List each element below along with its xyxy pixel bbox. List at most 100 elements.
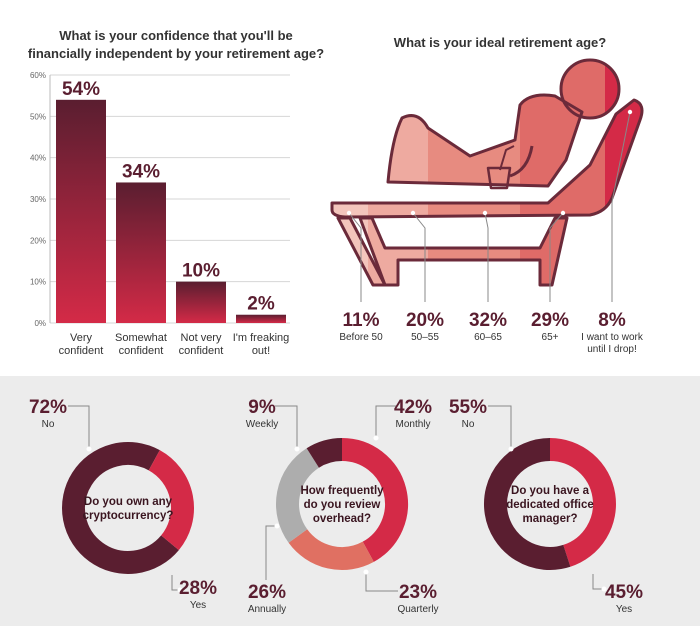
category-label: confident <box>179 345 224 357</box>
donut-chart: 42%Monthly 23%Quarterly 26%Annually 9%Weekl… <box>246 397 439 615</box>
category-label: confident <box>119 345 164 357</box>
age-value-label: 29% <box>531 310 569 331</box>
bar-chart-title: What is your confidence that you'll be <box>59 28 293 43</box>
category-label: out! <box>252 345 270 357</box>
age-value-label: 20% <box>406 310 444 331</box>
age-value-label: 8% <box>598 310 626 331</box>
donut-question: manager? <box>523 513 578 525</box>
y-tick-label: 0% <box>34 319 46 328</box>
category-label: I'm freaking <box>233 332 290 344</box>
slice-name-label: No <box>462 419 475 430</box>
leader-line <box>275 405 298 449</box>
slice-pct-label: 9% <box>248 397 276 418</box>
age-category-label: until I drop! <box>587 344 636 355</box>
category-label: confident <box>59 345 104 357</box>
leader-dot <box>346 210 352 216</box>
bar <box>236 314 286 323</box>
top-charts: What is your confidence that you'll be fi… <box>28 28 644 357</box>
slice-pct-label: 28% <box>179 578 217 599</box>
slice-name-label: Yes <box>616 604 632 615</box>
donut-slice <box>306 438 343 468</box>
donut-slice <box>288 528 374 570</box>
age-category-label: I want to work <box>581 332 644 343</box>
leader-line <box>484 212 489 302</box>
retirement-age-chart: What is your ideal retirement age? 11%Bef… <box>330 35 644 355</box>
leader-dot <box>508 446 514 452</box>
chair-chart-title: What is your ideal retirement age? <box>394 35 606 50</box>
age-band <box>605 60 642 285</box>
age-category-label: 50–55 <box>411 332 439 343</box>
drink-straw <box>499 145 515 171</box>
leader-dot <box>274 523 280 529</box>
bar <box>176 281 226 323</box>
leader-line <box>68 405 90 449</box>
donut-slice <box>62 442 179 574</box>
leader-dot <box>373 435 379 441</box>
slice-pct-label: 55% <box>449 397 487 418</box>
donut-question: How frequently <box>300 485 384 497</box>
leader-line <box>611 111 631 302</box>
donut-slice <box>484 438 571 570</box>
donut-slice <box>276 448 320 543</box>
leader-line <box>488 405 512 449</box>
donut-question: dedicated office <box>506 499 594 511</box>
donut-question: Do you have a <box>511 485 590 497</box>
slice-pct-label: 23% <box>399 582 437 603</box>
donut-question: overhead? <box>313 513 371 525</box>
leader-dot <box>294 446 300 452</box>
y-tick-label: 20% <box>30 236 46 245</box>
y-tick-label: 60% <box>30 71 46 80</box>
donut-slice <box>549 438 616 567</box>
category-label: Not very <box>181 332 222 344</box>
age-category-label: 65+ <box>542 332 559 343</box>
bottom-panel: 72% No 28% Yes Do you own any cryptocurrency?… <box>0 376 700 626</box>
category-label: Very <box>70 332 93 344</box>
donut-question: Do you own any <box>84 496 173 508</box>
leader-dot <box>560 210 566 216</box>
leader-dot <box>482 210 488 216</box>
age-category-label: 60–65 <box>474 332 502 343</box>
leader-line <box>171 575 180 591</box>
person-arm <box>509 145 534 178</box>
age-value-label: 11% <box>343 310 380 331</box>
leader-line <box>365 572 398 592</box>
slice-pct-label: 72% <box>29 397 67 418</box>
chair-seat <box>330 98 644 219</box>
donut-slice <box>148 450 194 551</box>
y-tick-label: 30% <box>30 195 46 204</box>
leader-dot <box>410 210 416 216</box>
slice-pct-label: 26% <box>248 582 286 603</box>
top-panel: What is your confidence that you'll be fi… <box>27 28 644 357</box>
leader-dot <box>627 109 633 115</box>
confidence-bar-chart: What is your confidence that you'll be fi… <box>28 28 324 357</box>
leader-line <box>265 525 277 580</box>
bar-value-label: 34% <box>122 161 160 182</box>
person-body <box>386 93 584 188</box>
bar <box>56 99 106 323</box>
age-band <box>333 60 368 285</box>
leader-line <box>592 574 604 590</box>
donut-slice <box>341 438 408 562</box>
slice-name-label: Monthly <box>395 419 430 430</box>
slice-pct-label: 45% <box>605 582 643 603</box>
bar <box>116 182 166 323</box>
leader-line <box>348 212 362 302</box>
slice-name-label: Yes <box>190 600 206 611</box>
leader-dot <box>177 587 183 593</box>
person-head <box>559 58 621 120</box>
leader-dot <box>601 586 607 592</box>
chair-leg-back <box>358 216 569 287</box>
slice-pct-label: 42% <box>394 397 432 418</box>
leader-line <box>549 212 564 302</box>
slice-name-label: Weekly <box>246 419 279 430</box>
donut-question: do you review <box>304 499 381 511</box>
bar-value-label: 10% <box>182 261 220 282</box>
leader-line <box>412 212 426 302</box>
drink-glass <box>486 166 512 190</box>
slice-name-label: Annually <box>248 604 286 615</box>
category-label: Somewhat <box>115 332 167 344</box>
donut-question: cryptocurrency? <box>83 510 174 522</box>
age-value-label: 32% <box>469 310 507 331</box>
y-tick-label: 10% <box>30 278 46 287</box>
